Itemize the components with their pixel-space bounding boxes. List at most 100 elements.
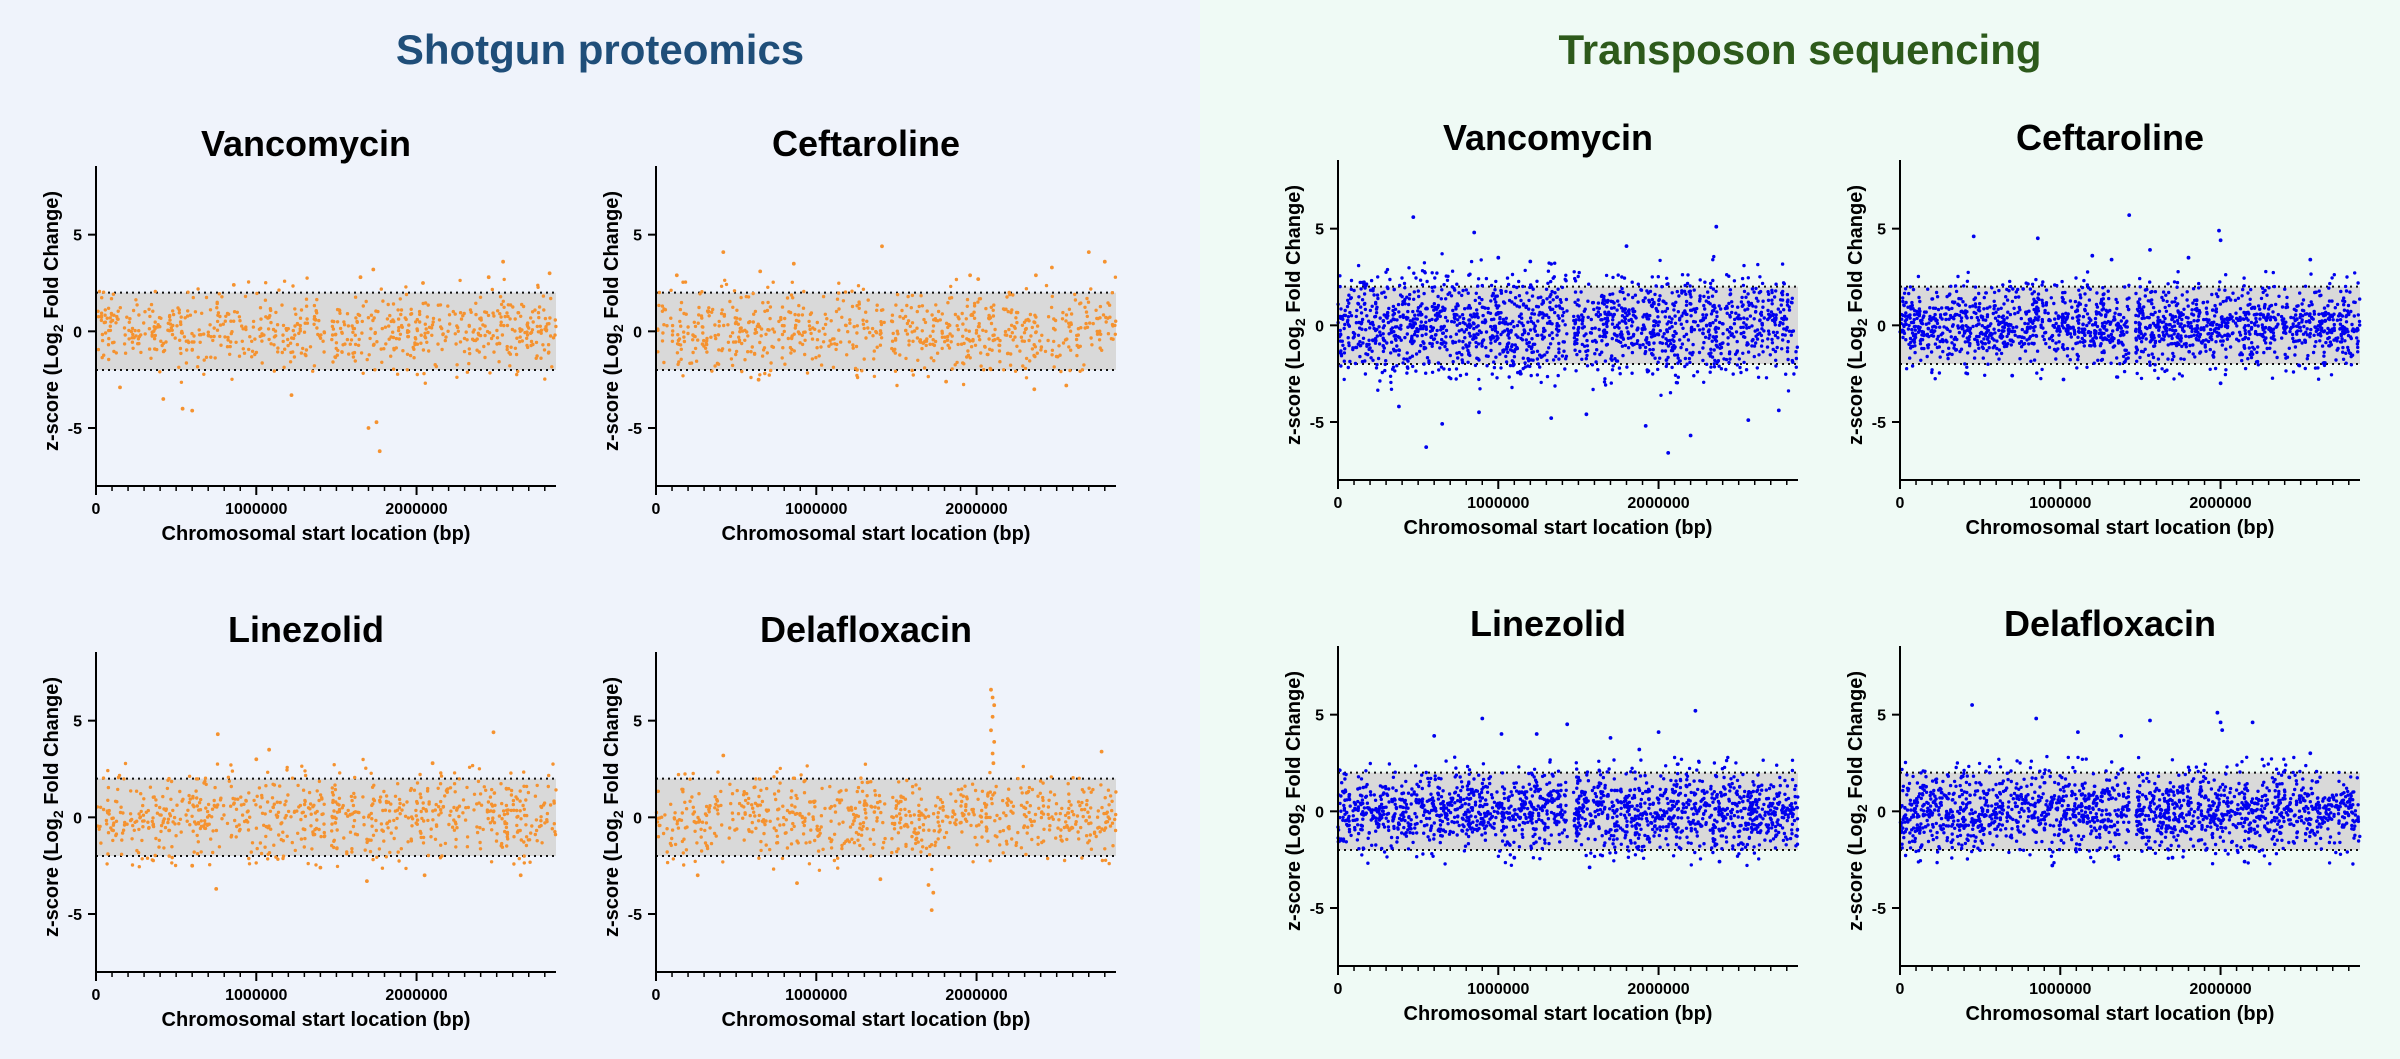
data-point — [530, 310, 535, 314]
data-point — [801, 832, 806, 836]
data-point — [1557, 347, 1561, 351]
data-point — [676, 333, 680, 337]
data-point — [263, 298, 268, 302]
data-point — [260, 793, 264, 798]
data-point — [1585, 338, 1589, 343]
data-point — [1028, 818, 1032, 822]
data-point — [972, 301, 977, 306]
data-point — [242, 351, 247, 355]
data-point — [482, 344, 486, 349]
data-point — [1417, 294, 1421, 299]
data-point — [171, 820, 175, 824]
data-point — [916, 840, 920, 844]
data-point — [755, 803, 760, 807]
data-point — [312, 364, 317, 368]
data-point — [772, 826, 776, 830]
data-point — [759, 327, 764, 331]
data-point — [1374, 339, 1378, 343]
data-point — [1009, 800, 1013, 804]
outlier-point — [1688, 433, 1693, 438]
data-point — [444, 335, 448, 339]
data-point — [1430, 344, 1434, 348]
data-point — [137, 827, 141, 832]
data-point — [421, 841, 426, 845]
data-point — [159, 823, 164, 828]
data-point — [195, 804, 199, 808]
data-point — [345, 312, 350, 316]
data-point — [1089, 821, 1093, 825]
x-tick-label: 2000000 — [945, 501, 1007, 518]
data-point — [1422, 345, 1426, 349]
data-point — [1505, 345, 1510, 349]
data-point — [1113, 332, 1117, 336]
data-point — [1051, 326, 1056, 331]
data-point — [1002, 368, 1006, 372]
data-point — [782, 324, 786, 328]
data-point — [537, 315, 541, 320]
data-point — [1512, 302, 1517, 306]
data-point — [1669, 342, 1673, 346]
y-tick-label: 0 — [633, 810, 642, 827]
data-point — [1653, 292, 1657, 297]
data-point — [1658, 356, 1662, 360]
data-point — [905, 332, 910, 336]
data-point — [196, 355, 200, 359]
data-point — [878, 343, 883, 347]
data-point — [803, 352, 807, 357]
data-point — [772, 330, 777, 334]
data-point — [979, 820, 984, 824]
data-point — [895, 849, 899, 854]
x-axis-label: Chromosomal start location (bp) — [722, 523, 1031, 545]
data-point — [1688, 292, 1692, 296]
data-point — [161, 341, 166, 346]
data-point — [852, 325, 856, 329]
outlier-point — [791, 261, 796, 266]
data-point — [134, 789, 139, 793]
data-point — [1096, 809, 1100, 813]
data-point — [785, 808, 790, 813]
data-point — [1086, 300, 1091, 304]
data-point — [1545, 321, 1550, 325]
data-point — [371, 833, 376, 837]
data-point — [873, 793, 878, 797]
y-axis-label-suffix: Fold Change) — [601, 191, 623, 324]
data-point — [1693, 310, 1698, 314]
x-tick-label: 0 — [652, 501, 661, 518]
data-point — [179, 830, 183, 834]
data-point — [992, 333, 996, 337]
data-point — [1633, 309, 1637, 314]
data-point — [1009, 323, 1014, 327]
data-point — [960, 311, 964, 316]
data-point — [1030, 347, 1035, 351]
data-point — [829, 839, 833, 844]
data-point — [809, 800, 813, 804]
data-point — [489, 336, 494, 341]
data-point — [1414, 369, 1418, 373]
data-point — [847, 840, 852, 844]
data-point — [1668, 391, 1673, 395]
data-point — [2096, 358, 2100, 362]
data-point — [705, 350, 709, 354]
data-point — [1015, 344, 1019, 348]
data-point — [371, 343, 376, 347]
data-point — [1077, 837, 1081, 841]
data-point — [1645, 312, 1649, 316]
data-point — [1349, 314, 1354, 318]
data-point — [853, 366, 858, 371]
data-point — [1472, 312, 1476, 316]
data-point — [542, 348, 547, 352]
data-point — [815, 824, 819, 828]
data-point — [1631, 295, 1635, 300]
data-point — [1359, 322, 1363, 326]
data-point — [1349, 296, 1353, 300]
data-point — [850, 304, 855, 309]
data-point — [1775, 345, 1779, 350]
data-point — [505, 844, 509, 848]
data-point — [155, 811, 160, 815]
data-point — [462, 336, 467, 341]
data-point — [1477, 295, 1481, 300]
data-point — [1475, 356, 1479, 360]
data-point — [1001, 851, 1005, 855]
data-point — [1356, 302, 1361, 306]
data-point — [352, 791, 356, 796]
